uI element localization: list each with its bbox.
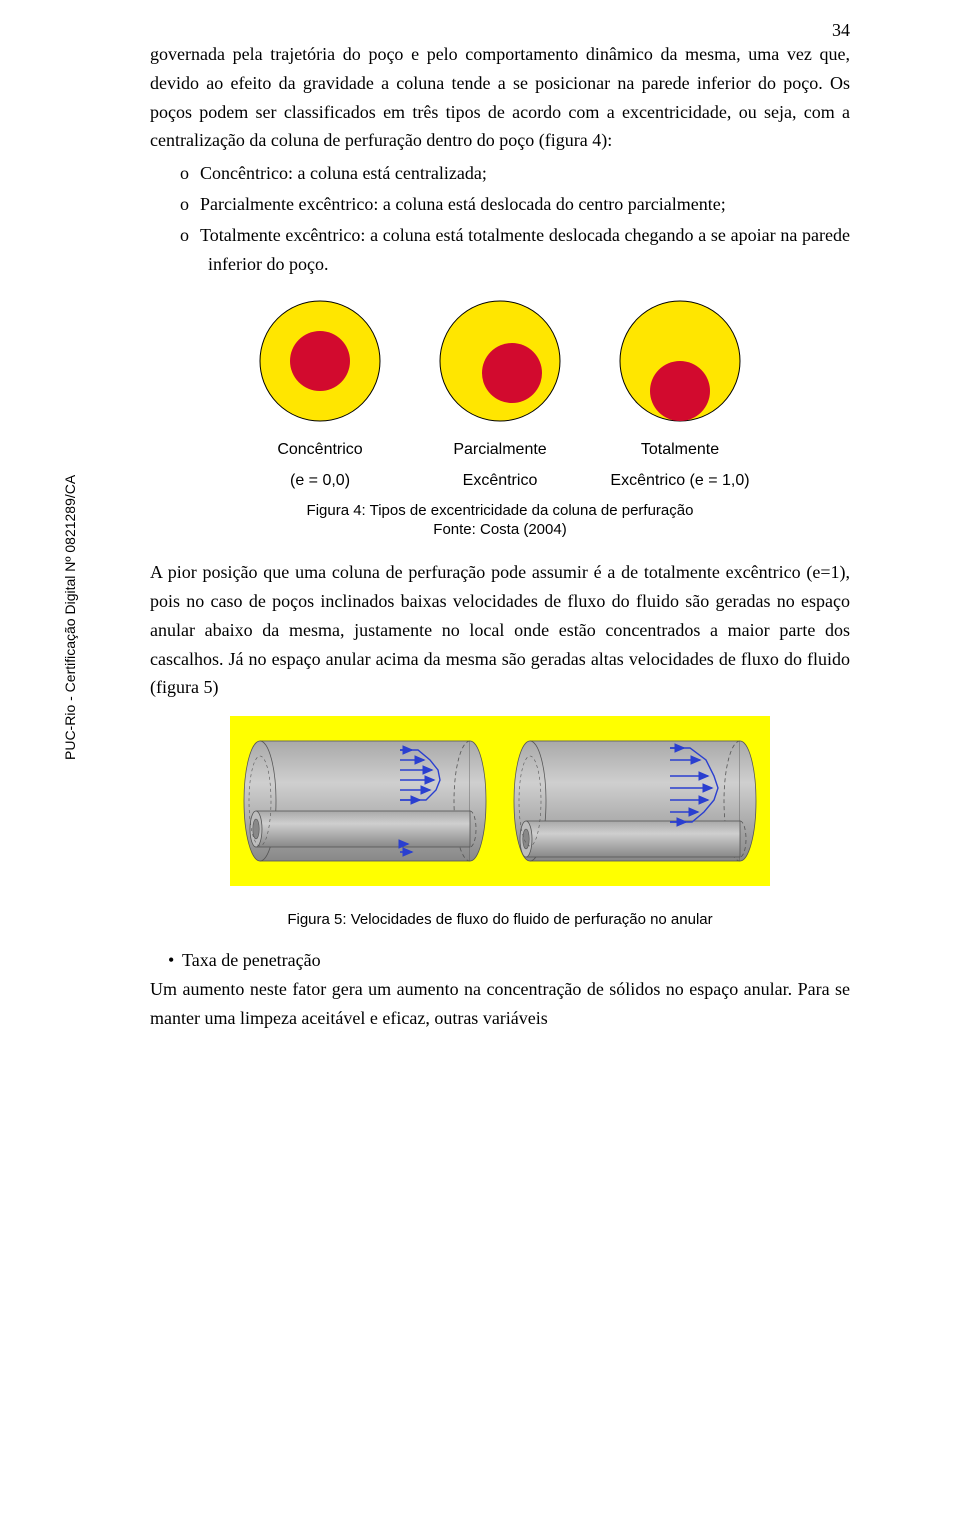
fig4-label-2-line2: Excêntrico — [425, 470, 575, 492]
fig4-partial — [425, 296, 575, 431]
list-item-text: Totalmente excêntrico: a coluna está tot… — [200, 225, 850, 274]
list-item: oConcêntrico: a coluna está centralizada… — [150, 159, 850, 188]
list-item-text: Parcialmente excêntrico: a coluna está d… — [200, 194, 726, 214]
section-title: Taxa de penetração — [182, 950, 321, 970]
page-number: 34 — [832, 20, 850, 41]
fig4-label-2-line1: Parcialmente — [425, 439, 575, 461]
list-bullet: o — [180, 190, 200, 219]
fig4-svg-total — [615, 296, 745, 426]
list-item: oParcialmente excêntrico: a coluna está … — [150, 190, 850, 219]
paragraph-3: Um aumento neste fator gera um aumento n… — [150, 975, 850, 1033]
fig4-concentric — [245, 296, 395, 431]
fig4-label-3-line2: Excêntrico (e = 1,0) — [605, 470, 755, 492]
figure4-caption: Figura 4: Tipos de excentricidade da col… — [150, 502, 850, 519]
list-bullet: o — [180, 159, 200, 188]
figure5-caption: Figura 5: Velocidades de fluxo do fluido… — [150, 911, 850, 928]
fig4-label-3-line1: Totalmente — [605, 439, 755, 461]
fig5-svg — [230, 716, 770, 886]
paragraph-1: governada pela trajetória do poço e pelo… — [150, 40, 850, 155]
list-bullet: o — [180, 221, 200, 250]
list-item: oTotalmente excêntrico: a coluna está to… — [150, 221, 850, 279]
figure-5: Figura 5: Velocidades de fluxo do fluido… — [150, 710, 850, 928]
certification-label: PUC-Rio - Certificação Digital Nº 082128… — [62, 475, 78, 760]
fig4-label-1-line2: (e = 0,0) — [245, 470, 395, 492]
list-item-text: Concêntrico: a coluna está centralizada; — [200, 163, 487, 183]
fig4-label-1-line1: Concêntrico — [245, 439, 395, 461]
fig4-total — [605, 296, 755, 431]
figure-4: Concêntrico (e = 0,0) Parcialmente Excên… — [150, 296, 850, 538]
eccentricity-list: oConcêntrico: a coluna está centralizada… — [150, 159, 850, 278]
section-bullet: •Taxa de penetração — [150, 946, 850, 975]
fig4-svg-concentric — [255, 296, 385, 426]
bullet-dot-icon: • — [168, 946, 182, 975]
paragraph-2: A pior posição que uma coluna de perfura… — [150, 558, 850, 702]
figure4-source: Fonte: Costa (2004) — [150, 521, 850, 538]
fig4-svg-partial — [435, 296, 565, 426]
